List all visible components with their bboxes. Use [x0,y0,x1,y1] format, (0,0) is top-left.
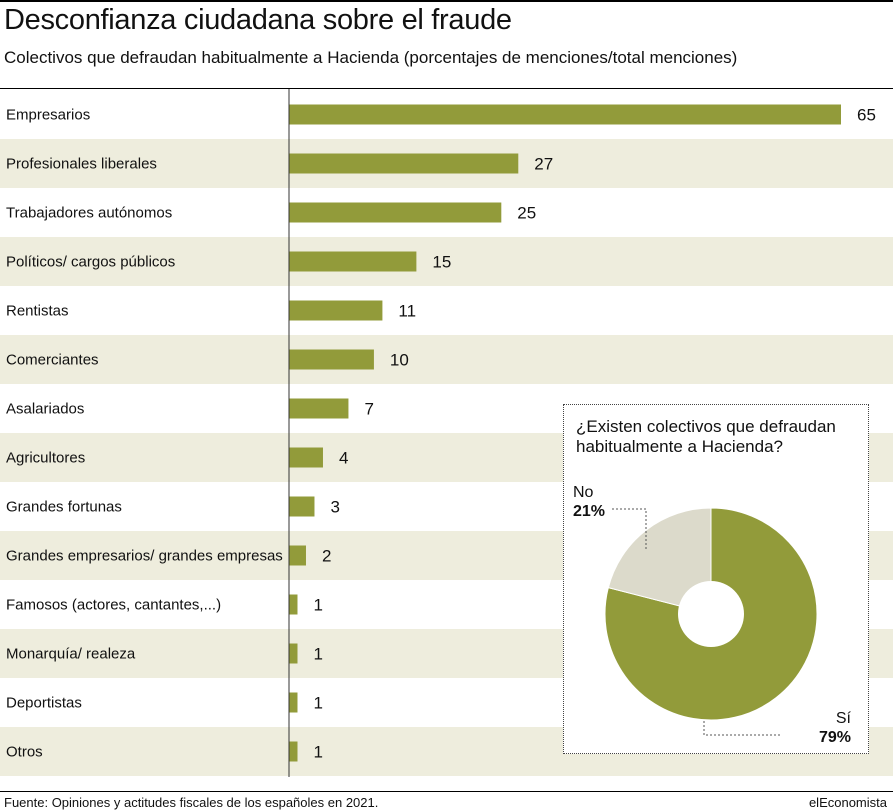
bar [289,741,298,762]
footer-divider [0,791,893,792]
value-label: 1 [313,694,322,713]
chart-subtitle: Colectivos que defraudan habitualmente a… [4,48,738,67]
bar [289,496,315,517]
category-label: Comerciantes [6,352,99,369]
pie-slice [607,507,712,615]
source-note: Fuente: Opiniones y actitudes fiscales d… [4,795,379,810]
category-label: Famosos (actores, cantantes,...) [6,597,221,614]
bar [289,202,502,223]
value-label: 7 [364,400,373,419]
pie-label: No [573,484,594,501]
category-label: Asalariados [6,401,84,418]
value-label: 11 [398,302,416,321]
value-label: 1 [313,743,322,762]
bar [289,104,841,125]
bar [289,251,417,272]
category-label: Trabajadores autónomos [6,205,172,222]
category-label: Agricultores [6,450,85,467]
leader-line [703,721,782,736]
category-label: Políticos/ cargos públicos [6,254,175,271]
bar [289,300,383,321]
pie-inset: ¿Existen colectivos que defraudan habitu… [563,404,869,754]
pie-label: Sí [836,710,852,727]
category-label: Profesionales liberales [6,156,157,173]
bar [289,153,519,174]
category-labels: Empresarios Profesionales liberales Trabaj… [6,107,283,761]
pie-slices [604,507,818,721]
category-label: Rentistas [6,303,69,320]
value-label: 1 [313,645,322,664]
bar [289,398,349,419]
leader-line [612,508,647,549]
bar [289,545,306,566]
pie-labels: Sí 79% No 21% [573,484,852,746]
category-label: Grandes fortunas [6,499,122,516]
value-label: 25 [517,204,536,223]
category-label: Otros [6,744,43,761]
pie-percent: 21% [573,503,605,520]
value-label: 1 [313,596,322,615]
bars [289,104,841,762]
value-label: 10 [390,351,409,370]
bar [289,594,298,615]
category-label: Deportistas [6,695,82,712]
top-rule [0,0,893,2]
row-stripe [0,237,893,286]
pie-chart: Sí 79% No 21% [573,484,852,746]
value-label: 27 [534,155,553,174]
row-stripe [0,335,893,384]
value-label: 2 [322,547,331,566]
value-label: 65 [857,106,876,125]
pie-hole [678,581,744,647]
category-label: Grandes empresarios/ grandes empresas [6,548,283,565]
pie-title: ¿Existen colectivos que defraudan habitu… [576,417,836,456]
value-label: 3 [330,498,339,517]
chart-title: Desconfianza ciudadana sobre el fraude [4,4,512,36]
bar [289,447,323,468]
bar [289,692,298,713]
brand-logo-text: elEconomista [808,795,887,810]
category-label: Empresarios [6,107,90,124]
bar [289,643,298,664]
header-divider [0,88,893,89]
value-label: 4 [339,449,348,468]
pie-percent: 79% [819,729,851,746]
value-label: 15 [432,253,451,272]
bar [289,349,374,370]
category-label: Monarquía/ realeza [6,646,136,663]
pie-slice [604,507,818,721]
